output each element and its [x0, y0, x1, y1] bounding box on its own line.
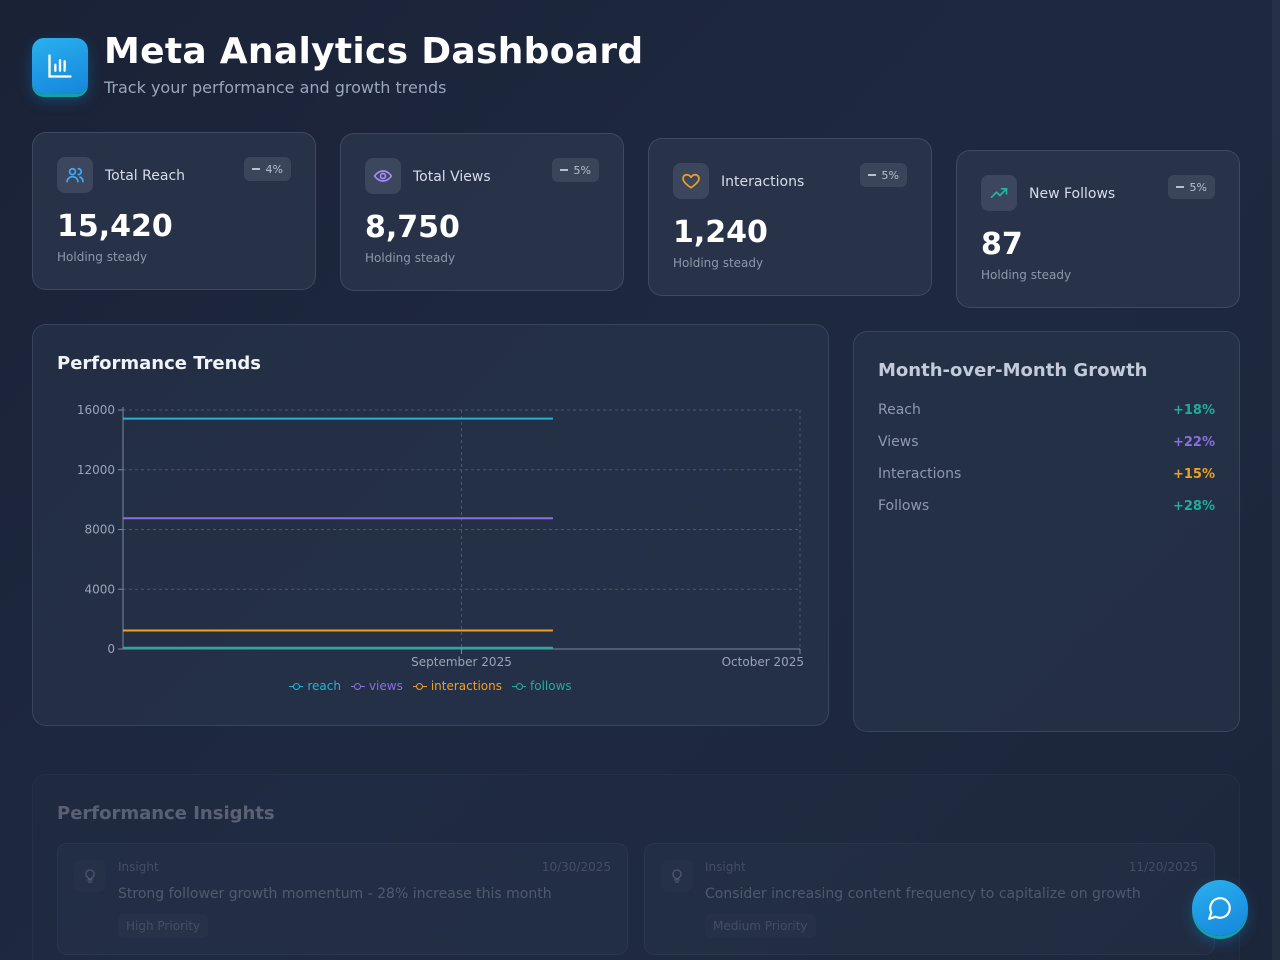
insight-date: 10/30/2025 [541, 860, 611, 874]
stat-value: 15,420 [57, 209, 173, 244]
legend-item-interactions[interactable]: interactions [412, 679, 502, 693]
performance-trends-chart: 0 4000 8000 12000 16000 September 2025 October… [77, 403, 804, 669]
heart-icon [673, 163, 709, 199]
panel-title: Performance Trends [57, 353, 262, 374]
growth-panel: Month-over-Month Growth Reach +18% Views… [853, 331, 1240, 732]
stat-value: 1,240 [673, 215, 768, 250]
legend-marker [350, 682, 365, 690]
page-scrollbar[interactable] [1272, 0, 1280, 960]
lightbulb-icon [661, 860, 693, 892]
growth-label: Reach [878, 402, 921, 418]
growth-label: Follows [878, 498, 930, 514]
stat-card-total-views: Total Views 5% 8,750 Holding steady [340, 133, 624, 291]
y-tick-label: 0 [107, 642, 115, 656]
growth-value: +18% [1172, 402, 1215, 418]
y-tick-label: 8000 [84, 523, 115, 537]
growth-list: Reach +18% Views +22% Interactions +15% … [878, 394, 1215, 522]
legend-marker [512, 682, 526, 690]
stat-status: Holding steady [981, 268, 1072, 282]
eye-icon [365, 158, 401, 194]
growth-row-interactions: Interactions +15% [878, 458, 1215, 490]
trending-up-icon [981, 175, 1017, 211]
stat-card-total-reach: Total Reach 4% 15,420 Holding steady [32, 132, 316, 290]
legend-item-reach[interactable]: reach [289, 679, 341, 693]
panel-title: Month-over-Month Growth [878, 360, 1148, 381]
stat-status: Holding steady [673, 256, 764, 270]
y-tick-label: 4000 [84, 582, 115, 596]
stat-status: Holding steady [57, 250, 148, 264]
page-title: Meta Analytics Dashboard [104, 31, 644, 72]
legend-marker [412, 682, 427, 690]
growth-value: +15% [1172, 466, 1215, 482]
minus-icon [1175, 186, 1184, 188]
minus-icon [251, 168, 260, 170]
insight-text: Strong follower growth momentum - 28% in… [118, 886, 552, 902]
stat-label: New Follows [1029, 185, 1116, 202]
growth-row-views: Views +22% [878, 426, 1215, 458]
minus-icon [559, 169, 568, 171]
change-badge: 5% [859, 163, 907, 187]
change-badge: 4% [243, 157, 291, 181]
users-icon [57, 157, 93, 193]
stat-card-new-follows: New Follows 5% 87 Holding steady [956, 150, 1240, 308]
growth-label: Interactions [878, 466, 962, 482]
insight-date: 11/20/2025 [1128, 860, 1198, 874]
chart-legend: reach views interactions follows [33, 679, 828, 693]
growth-value: +28% [1172, 498, 1215, 514]
growth-row-reach: Reach +18% [878, 394, 1215, 426]
minus-icon [867, 174, 876, 176]
stat-status: Holding steady [365, 251, 456, 265]
performance-trends-panel: Performance Trends 0 4000 8000 12000 16000 Se… [32, 324, 829, 726]
stat-value: 8,750 [365, 210, 460, 245]
growth-value: +22% [1172, 434, 1215, 450]
legend-item-follows[interactable]: follows [512, 679, 572, 693]
growth-row-follows: Follows +28% [878, 490, 1215, 522]
page-subtitle: Track your performance and growth trends [104, 78, 447, 97]
stat-card-interactions: Interactions 5% 1,240 Holding steady [648, 138, 932, 296]
insights-panel: Performance Insights Insight 10/30/2025 … [32, 774, 1240, 960]
insight-text: Consider increasing content frequency to… [705, 886, 1141, 902]
change-badge: 5% [1167, 175, 1215, 199]
insight-kind: Insight [118, 860, 159, 874]
priority-badge: High Priority [118, 914, 209, 938]
stat-label: Total Reach [105, 167, 186, 184]
page-header: Meta Analytics Dashboard Track your perf… [32, 32, 643, 97]
insight-card[interactable]: Insight 11/20/2025 Consider increasing c… [644, 843, 1215, 955]
insight-card[interactable]: Insight 10/30/2025 Strong follower growt… [57, 843, 628, 955]
panel-title: Performance Insights [57, 803, 275, 824]
y-tick-label: 16000 [77, 403, 115, 417]
lightbulb-icon [74, 860, 106, 892]
chat-button[interactable] [1192, 880, 1248, 936]
chat-bubble-icon [1208, 897, 1231, 920]
legend-item-views[interactable]: views [350, 679, 403, 693]
stat-label: Interactions [721, 173, 805, 190]
change-badge: 5% [551, 158, 599, 182]
legend-marker [289, 682, 304, 690]
insight-kind: Insight [705, 860, 746, 874]
priority-badge: Medium Priority [705, 914, 816, 938]
bar-chart-icon [32, 38, 88, 94]
growth-label: Views [878, 434, 919, 450]
y-tick-label: 12000 [77, 463, 115, 477]
stat-value: 87 [981, 227, 1023, 262]
stat-label: Total Views [413, 168, 491, 185]
x-tick-label: October 2025 [722, 655, 804, 669]
x-tick-label: September 2025 [411, 655, 512, 669]
